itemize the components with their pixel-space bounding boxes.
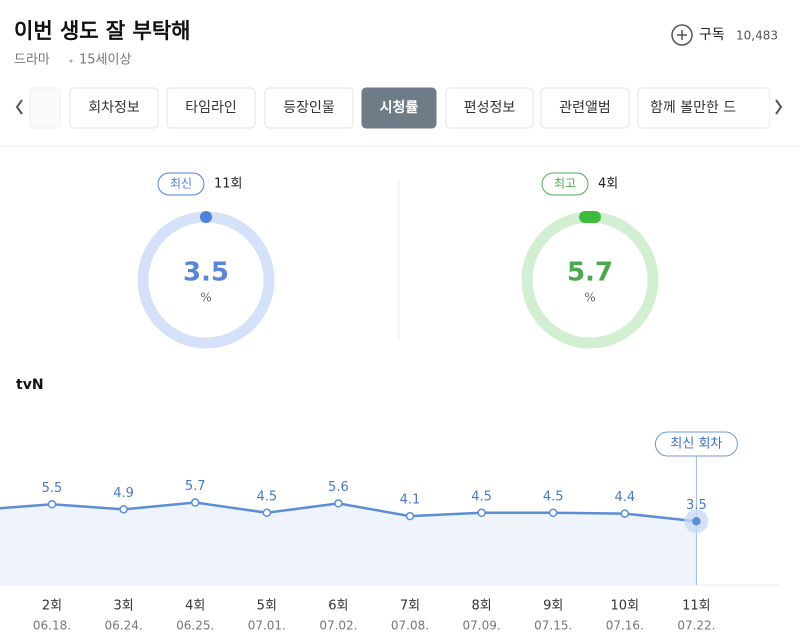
summary: 최신 11회 3.5% 최고 4회 5.7% — [137, 172, 659, 349]
line-lead — [0, 503, 53, 510]
value-label: 4.5 — [256, 489, 277, 504]
tab[interactable] — [264, 87, 354, 129]
x-tick-date: 07.08. — [391, 619, 429, 633]
tab-label: 편성정보 — [464, 100, 516, 116]
x-tick-label: 9회 — [543, 599, 563, 614]
annotation-box — [654, 431, 738, 457]
value-label: 4.1 — [400, 493, 421, 508]
x-tick-label: 3회 — [113, 599, 133, 614]
rating-value: 3.5 — [183, 258, 229, 288]
line — [51, 501, 697, 523]
x-tick-label: 10회 — [611, 599, 640, 614]
rating-value: 5.7 — [567, 258, 613, 288]
badge-label: 최신 — [170, 177, 192, 191]
x-tick-label: 7회 — [400, 599, 420, 614]
x-tick-label: 2회 — [42, 599, 62, 614]
x-tick-date: 07.16. — [606, 619, 644, 633]
tab-label: 등장인물 — [283, 100, 335, 116]
chart-title: tvN — [16, 377, 44, 393]
value-label: 3.5 — [686, 498, 707, 513]
value-label: 4.5 — [471, 489, 492, 504]
x-tick-date: 06.24. — [105, 619, 143, 633]
x-tick-label: 5회 — [257, 599, 277, 614]
subscriber-count: 10,483 — [736, 29, 778, 43]
subscribe-label: 구독 — [699, 27, 725, 43]
point — [190, 498, 200, 507]
point — [620, 509, 630, 518]
value-label: 5.5 — [42, 481, 63, 496]
point — [262, 508, 272, 517]
x-tick-date: 07.22. — [677, 619, 715, 633]
episode: 4회 — [598, 177, 618, 192]
age: 15세이상 — [79, 53, 131, 68]
tab-hidden — [29, 87, 61, 129]
tab[interactable] — [540, 87, 630, 129]
point — [692, 517, 701, 526]
point — [477, 508, 486, 517]
episode: 11회 — [214, 177, 243, 192]
tab-label: 시청률 — [380, 99, 419, 116]
subscribe-button[interactable]: 구독 10,483 — [671, 24, 778, 46]
value-label: 4.4 — [614, 490, 635, 505]
separator — [69, 59, 73, 63]
title: 이번 생도 잘 부탁해 — [14, 19, 191, 43]
tab[interactable] — [361, 87, 437, 129]
x-tick-label: 4회 — [185, 599, 205, 614]
tab-label: 관련앨범 — [559, 100, 611, 116]
point — [119, 505, 128, 514]
value-label: 5.6 — [328, 480, 349, 495]
x-tick-date: 07.01. — [248, 619, 286, 633]
chart: tvN 최신 회차 5.5 2회 06.18. 4.9 3회 06.24. 5.7 4회 06.25… — [0, 377, 780, 633]
x-tick-date: 07.02. — [319, 619, 357, 633]
value-label: 4.9 — [113, 486, 134, 501]
tab-label: 회차정보 — [88, 100, 140, 116]
badge-label: 최고 — [554, 177, 576, 191]
value-label: 4.5 — [543, 489, 564, 504]
rating-unit: % — [584, 291, 595, 305]
rating-unit: % — [200, 291, 211, 305]
badge — [157, 172, 205, 196]
tabs: 회차정보 타임라인 등장인물 시청률 편성정보 관련앨범 함께 볼만한 드 — [69, 87, 770, 129]
tab-label: 함께 볼만한 드 — [650, 100, 736, 116]
point — [47, 500, 57, 509]
point — [334, 499, 343, 508]
tab[interactable] — [637, 87, 770, 129]
tab[interactable] — [166, 87, 256, 129]
tab[interactable] — [69, 87, 159, 129]
plus-icon-cross — [677, 30, 687, 40]
x-tick-date: 07.15. — [534, 619, 572, 633]
point — [548, 508, 558, 517]
x-tick-date: 06.25. — [176, 619, 214, 633]
x-tick-label: 8회 — [471, 599, 491, 614]
gauge-dot — [579, 211, 601, 223]
gauge-dot — [200, 211, 212, 223]
value-label: 5.7 — [185, 479, 206, 494]
tab[interactable] — [445, 87, 534, 129]
tab-next[interactable] — [775, 99, 783, 115]
annotation: 최신 회차 — [670, 437, 722, 452]
x-tick-label: 6회 — [328, 599, 348, 614]
point — [405, 511, 415, 521]
tab-prev[interactable] — [15, 99, 23, 115]
genre: 드라마 — [14, 53, 50, 68]
x-tick-date: 06.18. — [33, 619, 71, 633]
tab-label: 타임라인 — [185, 100, 237, 116]
x-tick-label: 11회 — [682, 599, 711, 614]
badge — [541, 172, 589, 196]
x-tick-date: 07.09. — [463, 619, 501, 633]
plus-icon — [671, 24, 693, 46]
area — [0, 502, 697, 585]
